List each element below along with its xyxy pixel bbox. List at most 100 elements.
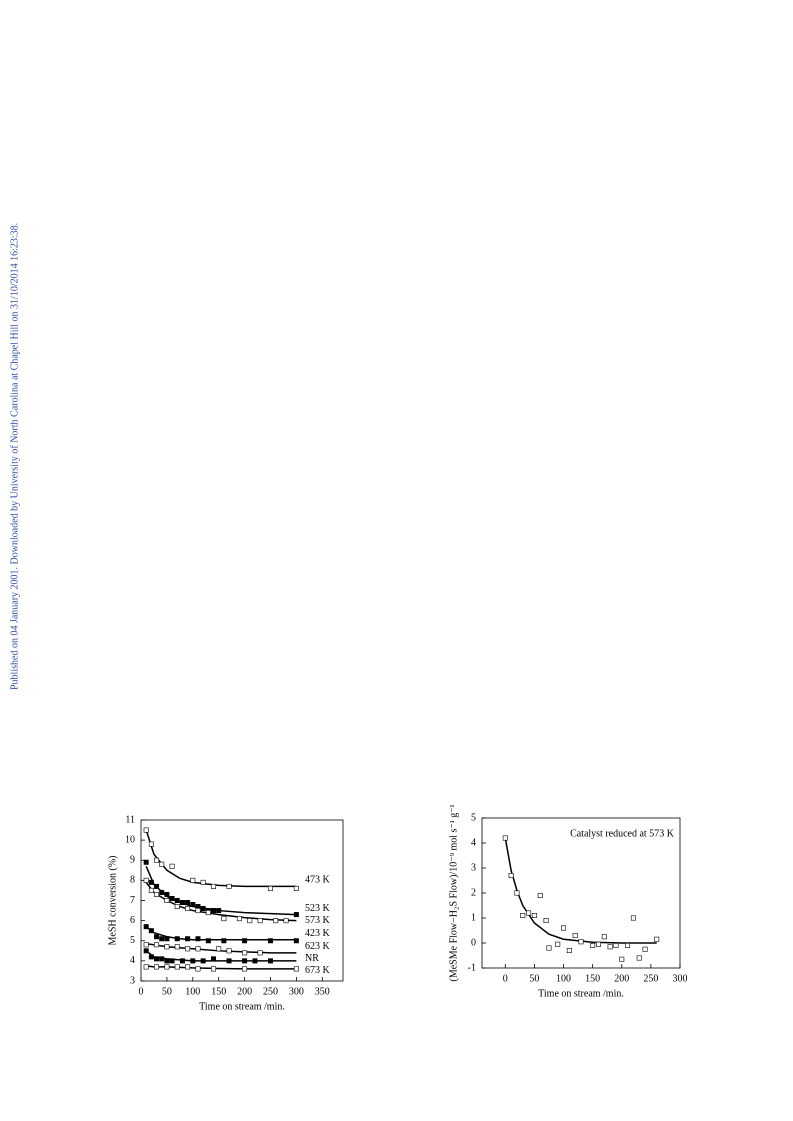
data-point [164,964,170,970]
data-point [154,964,160,970]
data-point [185,900,191,906]
data-point [211,908,217,914]
data-point [154,942,160,948]
data-point [242,966,248,972]
data-point [169,863,175,869]
series-label: 673 K [305,965,331,976]
watermark: Published on 04 January 2001. Downloaded… [9,223,20,690]
data-point [143,942,149,948]
y-tick-label: 5 [471,812,476,823]
data-point [546,945,552,951]
data-point [561,925,567,931]
data-point [267,885,273,891]
x-tick-label: 150 [211,986,226,997]
data-point [205,910,211,916]
data-point [242,950,248,956]
y-tick-label: 7 [130,895,135,906]
data-point [143,877,149,883]
series-label: 523 K [305,903,331,914]
data-point [164,936,170,942]
data-point [143,827,149,833]
data-point [174,944,180,950]
data-point [613,942,619,948]
data-point [190,877,196,883]
data-point [543,917,549,923]
data-point [252,958,258,964]
data-point [211,883,217,889]
data-point [179,900,185,906]
data-point [216,946,222,952]
y-tick-label: 4 [471,837,476,848]
data-point [185,964,191,970]
data-point [211,956,217,962]
data-point [630,915,636,921]
data-point [185,946,191,952]
series-label: NR [305,953,319,964]
data-point [216,908,222,914]
data-point [200,906,206,912]
fit-curve [145,829,297,888]
data-point [195,966,201,972]
data-point [200,879,206,885]
data-point [174,897,180,903]
data-point [502,835,508,841]
fit-curve [145,926,297,941]
data-point [159,861,165,867]
data-point [537,892,543,898]
data-point [174,904,180,910]
data-point [148,887,154,893]
data-point [143,924,149,930]
data-point [642,946,648,952]
data-point [531,912,537,918]
data-point [174,936,180,942]
data-point [236,916,242,922]
plot-frame [481,817,681,969]
data-point [293,938,299,944]
y-tick-label: 3 [471,862,476,873]
x-tick-label: 150 [585,973,600,984]
data-point [148,879,154,885]
data-point [607,944,613,950]
x-tick-label: 50 [529,973,539,984]
data-point [159,956,165,962]
x-tick-label: 350 [315,986,330,997]
y-tick-label: 11 [125,814,135,825]
data-point [226,883,232,889]
x-axis-label: Time on stream /min. [199,1001,285,1012]
data-point [154,956,160,962]
y-tick-label: 4 [130,955,135,966]
x-tick-label: 50 [162,986,172,997]
data-point [179,958,185,964]
data-point [154,857,160,863]
y-axis-label: (MeSMe Flow−H₂S Flow)/10⁻⁹ mol s⁻¹ g⁻¹ [448,805,459,982]
data-point [654,936,660,942]
data-point [226,948,232,954]
y-tick-label: 5 [130,935,135,946]
data-point [154,891,160,897]
data-point [566,947,572,953]
series-label: 623 K [305,941,331,952]
data-point [221,938,227,944]
data-point [572,932,578,938]
data-point [159,889,165,895]
data-point [242,938,248,944]
data-point [164,891,170,897]
data-point [185,906,191,912]
data-point [205,938,211,944]
data-point [154,883,160,889]
data-point [293,966,299,972]
y-tick-label: 2 [471,887,476,898]
data-point [154,934,160,940]
data-point [257,950,263,956]
x-tick-label: 200 [614,973,629,984]
data-point [293,912,299,918]
data-point [148,841,154,847]
data-point [247,918,253,924]
y-tick-label: 3 [130,975,135,986]
data-point [595,941,601,947]
x-tick-label: 200 [237,986,252,997]
data-point [174,964,180,970]
data-point [293,885,299,891]
